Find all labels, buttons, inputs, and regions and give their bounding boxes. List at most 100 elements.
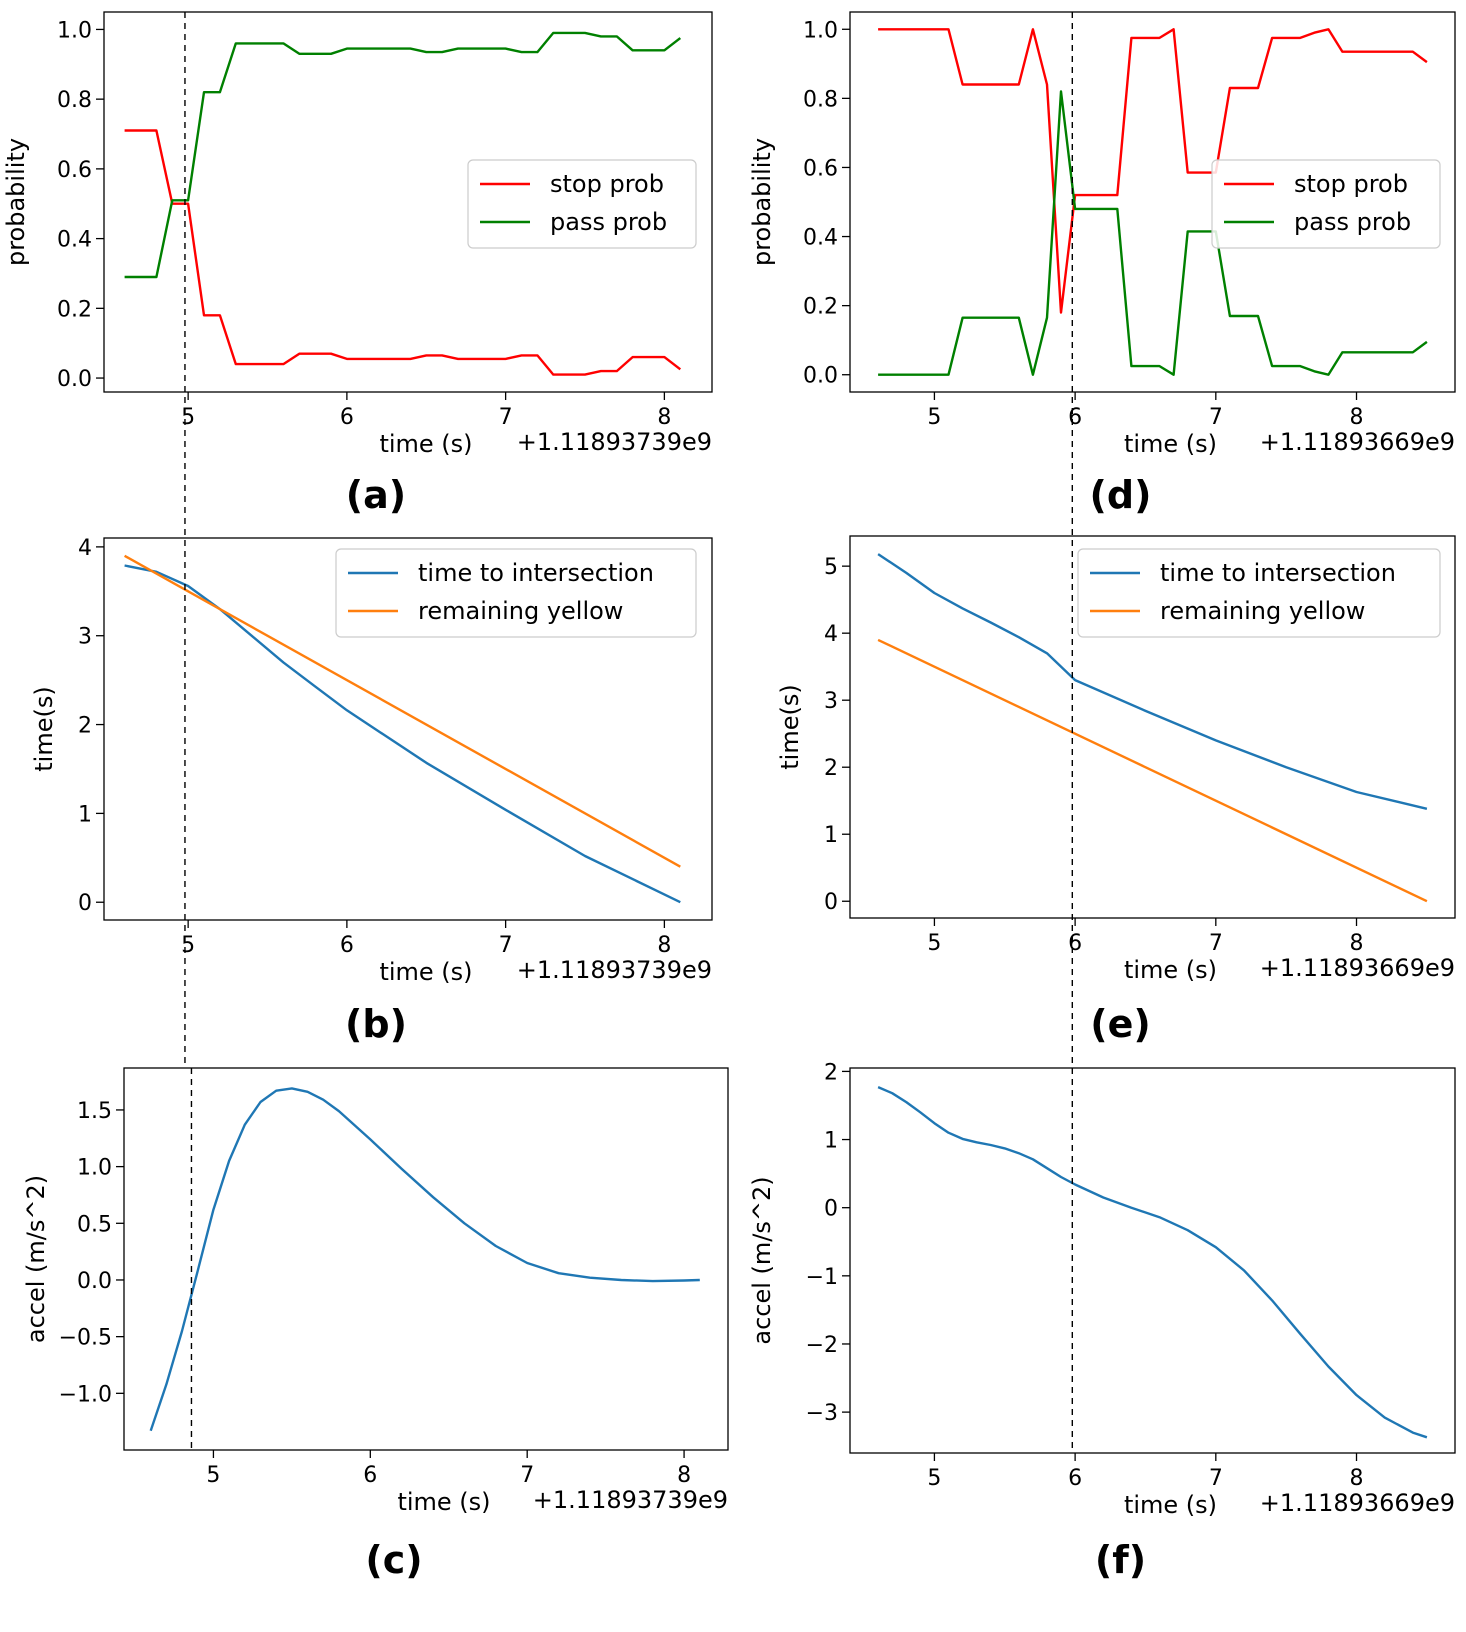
y-tick-label: −1.0 [59, 1382, 112, 1407]
series-line-pass-prob [878, 90, 1428, 376]
x-tick-label: 7 [1209, 1466, 1223, 1491]
x-tick-label: 6 [1068, 1466, 1082, 1491]
x-tick-label: 6 [1068, 405, 1082, 430]
legend-label: stop prob [1294, 170, 1408, 198]
x-tick-label: 6 [340, 405, 354, 430]
marker-lines-layer [184, 12, 1074, 1453]
legend-label: time to intersection [418, 559, 654, 587]
y-tick-label: 1 [824, 1129, 838, 1154]
x-tick-label: 8 [657, 933, 671, 958]
chart-c: 5 6 7 8 −1.0 −0.5 0.0 0.5 1.0 1.5 time (s) +1.11893… [22, 1067, 729, 1582]
y-axis-label: accel (m/s^2) [748, 1176, 776, 1344]
y-tick-label: 3 [78, 625, 92, 650]
x-axis-label: time (s) [397, 1488, 490, 1516]
panel-label-b: (b) [345, 1002, 407, 1046]
legend: stop prob pass prob [1211, 159, 1441, 249]
plot-frame [123, 1067, 729, 1451]
x-offset-label: +1.11893669e9 [1260, 428, 1455, 456]
legend-box [1077, 548, 1441, 638]
y-tick-label: −2 [806, 1333, 838, 1358]
x-tick-label: 5 [181, 405, 195, 430]
x-offset-label: +1.11893669e9 [1260, 1489, 1455, 1517]
legend-box [1211, 159, 1441, 249]
y-tick-label: −0.5 [59, 1326, 112, 1351]
y-axis-label: probability [2, 138, 30, 266]
y-tick-label: 4 [78, 536, 92, 561]
x-axis-label: time (s) [1124, 430, 1217, 458]
chart-b: 5 6 7 8 0 1 2 3 4 time (s) +1.11893739e9 time(s) tim… [30, 536, 713, 1046]
y-tick-label: 2 [78, 714, 92, 739]
x-axis-label: time (s) [379, 430, 472, 458]
y-tick-label: 0.4 [803, 226, 838, 251]
x-tick-label: 7 [499, 933, 513, 958]
x-axis-label: time (s) [379, 958, 472, 986]
legend-label: pass prob [550, 208, 667, 236]
y-axis-label: accel (m/s^2) [22, 1175, 50, 1343]
x-tick-label: 7 [1209, 931, 1223, 956]
y-tick-label: 1.0 [57, 18, 92, 43]
legend-box [467, 159, 697, 249]
series-line [149, 1087, 700, 1432]
y-tick-label: 0.2 [57, 297, 92, 322]
y-tick-label: 0.8 [803, 87, 838, 112]
series-line-time-to-intersection [124, 564, 681, 904]
x-tick-label: 5 [181, 933, 195, 958]
legend-label: pass prob [1294, 208, 1411, 236]
x-axis-label: time (s) [1124, 956, 1217, 984]
y-tick-label: 0.0 [57, 367, 92, 392]
legend-label: stop prob [550, 170, 664, 198]
x-offset-label: +1.11893669e9 [1260, 954, 1455, 982]
legend-label: remaining yellow [1160, 597, 1365, 625]
x-offset-label: +1.11893739e9 [517, 956, 712, 984]
x-tick-label: 6 [1068, 931, 1082, 956]
x-tick-label: 8 [1350, 931, 1364, 956]
x-tick-label: 7 [1209, 405, 1223, 430]
chart-d: 5 6 7 8 0.0 0.2 0.4 0.6 0.8 1.0 time (s) +1.1189366… [748, 11, 1456, 517]
y-tick-label: 2 [824, 1060, 838, 1085]
y-tick-label: −1 [806, 1265, 838, 1290]
x-tick-label: 8 [1350, 405, 1364, 430]
plot-frame [103, 537, 713, 921]
y-tick-label: 0.2 [803, 295, 838, 320]
chart-e: 5 6 7 8 0 1 2 3 4 5 time (s) +1.11893669e9 time(s) ti… [776, 535, 1456, 1046]
x-tick-label: 6 [363, 1463, 377, 1488]
legend-box [335, 548, 697, 638]
y-tick-label: 1.0 [77, 1156, 112, 1181]
y-tick-label: 0.6 [803, 156, 838, 181]
y-tick-label: 0 [78, 891, 92, 916]
legend: stop prob pass prob [467, 159, 697, 249]
x-axis-label: time (s) [1124, 1491, 1217, 1519]
x-tick-label: 5 [206, 1463, 220, 1488]
series-line [877, 1085, 1428, 1439]
y-tick-label: 4 [824, 622, 838, 647]
y-tick-label: 3 [824, 689, 838, 714]
x-tick-label: 5 [927, 1466, 941, 1491]
y-tick-label: 0.4 [57, 228, 92, 253]
panel-label-e: (e) [1090, 1002, 1151, 1046]
x-tick-label: 6 [340, 933, 354, 958]
y-tick-label: 1 [78, 802, 92, 827]
y-tick-label: 0.6 [57, 158, 92, 183]
y-axis-label: probability [748, 138, 776, 266]
series-line-time-to-intersection [877, 553, 1428, 810]
y-tick-label: 1.0 [803, 18, 838, 43]
series-line-stop-prob [878, 28, 1428, 314]
y-tick-label: 1 [824, 823, 838, 848]
y-tick-label: 1.5 [77, 1099, 112, 1124]
y-axis-label: time(s) [776, 684, 804, 769]
x-tick-label: 5 [927, 931, 941, 956]
y-tick-label: 2 [824, 756, 838, 781]
legend-label: time to intersection [1160, 559, 1396, 587]
y-tick-label: 0.0 [803, 364, 838, 389]
panel-label-d: (d) [1090, 473, 1152, 517]
chart-f: 5 6 7 8 −3 −2 −1 0 1 2 time (s) +1.11893669e9 accel … [748, 1060, 1456, 1582]
chart-a: 5 6 7 8 0.0 0.2 0.4 0.6 0.8 1.0 time (s) +1.1189373… [2, 11, 713, 517]
plot-frame [849, 1067, 1456, 1454]
panel-label-f: (f) [1095, 1538, 1146, 1582]
y-axis-label: time(s) [30, 686, 58, 771]
x-offset-label: +1.11893739e9 [533, 1486, 728, 1514]
y-tick-label: −3 [806, 1401, 838, 1426]
x-tick-label: 8 [677, 1463, 691, 1488]
plot-frame [849, 11, 1456, 393]
